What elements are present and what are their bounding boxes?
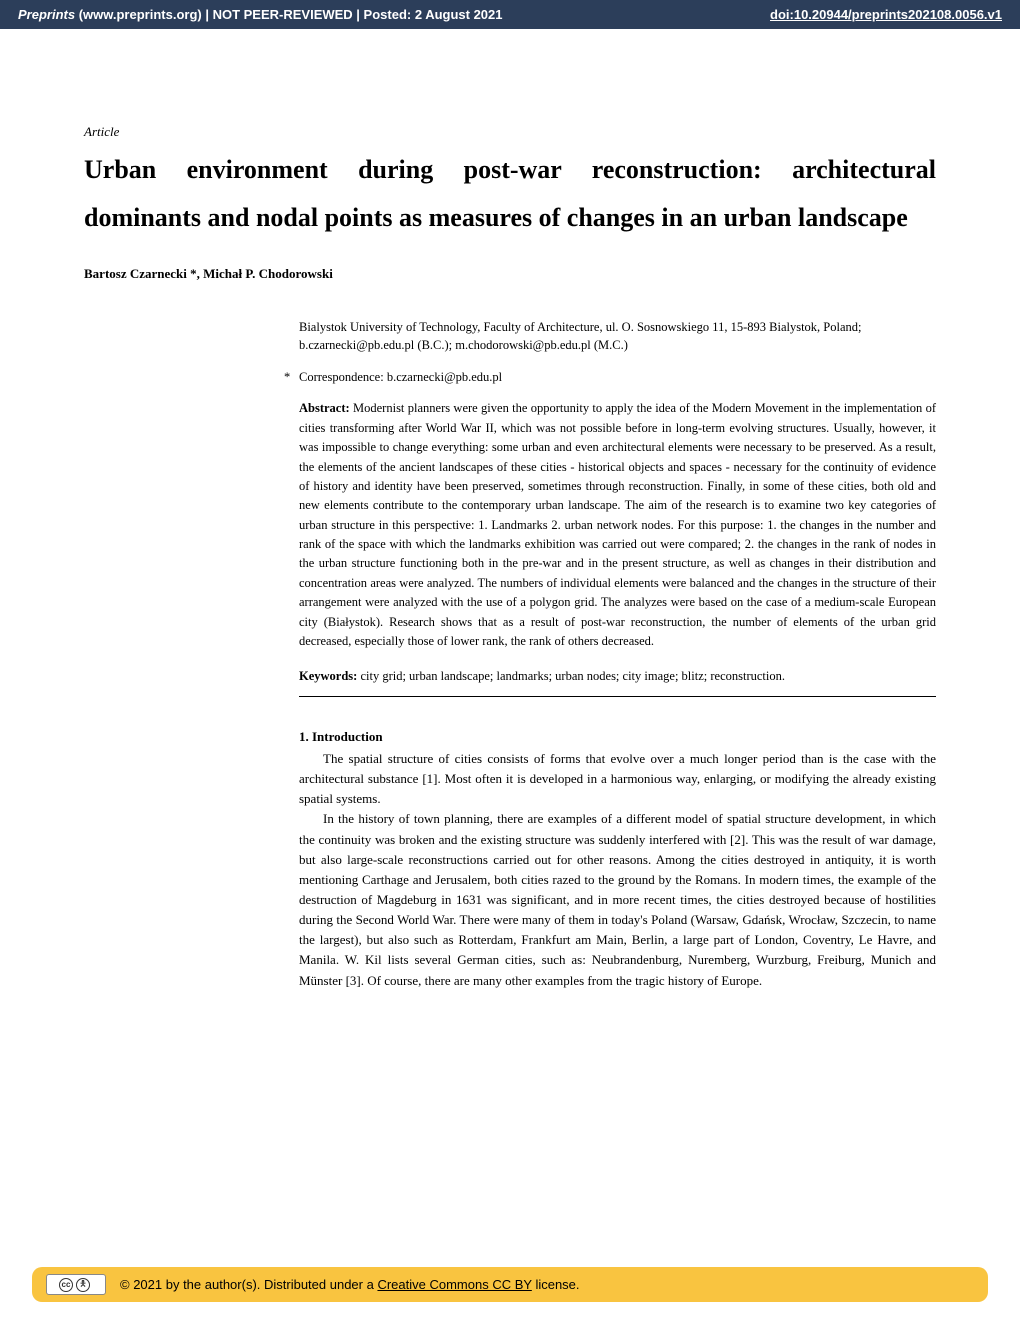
section-heading: 1. Introduction bbox=[299, 729, 936, 745]
by-icon: 🯅 bbox=[76, 1278, 90, 1292]
site-name: Preprints bbox=[18, 7, 75, 22]
cc-by-badge: cc 🯅 bbox=[46, 1274, 106, 1295]
correspondence-marker: * bbox=[284, 370, 299, 385]
article-content: Article Urban environment during post-wa… bbox=[0, 29, 1020, 991]
correspondence-line: *Correspondence: b.czarnecki@pb.edu.pl bbox=[284, 370, 936, 385]
copyright-suffix: license. bbox=[532, 1277, 580, 1292]
section-divider bbox=[299, 696, 936, 697]
header-meta: (www.preprints.org) | NOT PEER-REVIEWED … bbox=[75, 7, 502, 22]
license-footer-bar: cc 🯅 © 2021 by the author(s). Distribute… bbox=[32, 1267, 988, 1302]
correspondence-text: Correspondence: b.czarnecki@pb.edu.pl bbox=[299, 370, 502, 384]
abstract-label: Abstract: bbox=[299, 401, 350, 415]
footer-copyright-text: © 2021 by the author(s). Distributed und… bbox=[120, 1277, 580, 1292]
affiliation-block: Bialystok University of Technology, Facu… bbox=[299, 318, 936, 354]
keywords-text: city grid; urban landscape; landmarks; u… bbox=[357, 669, 785, 683]
affiliation-line: Bialystok University of Technology, Facu… bbox=[299, 318, 936, 336]
abstract-text: Modernist planners were given the opport… bbox=[299, 401, 936, 648]
cc-icon: cc bbox=[59, 1278, 73, 1292]
license-link[interactable]: Creative Commons CC BY bbox=[377, 1277, 531, 1292]
keywords-block: Keywords: city grid; urban landscape; la… bbox=[299, 667, 936, 686]
article-type-label: Article bbox=[84, 124, 936, 140]
header-left-text: Preprints (www.preprints.org) | NOT PEER… bbox=[18, 7, 503, 22]
article-title: Urban environment during post-war recons… bbox=[84, 146, 936, 242]
body-paragraph-1: The spatial structure of cities consists… bbox=[299, 749, 936, 809]
article-authors: Bartosz Czarnecki *, Michał P. Chodorows… bbox=[84, 266, 936, 282]
keywords-label: Keywords: bbox=[299, 669, 357, 683]
abstract-block: Abstract: Modernist planners were given … bbox=[299, 399, 936, 651]
affiliation-emails: b.czarnecki@pb.edu.pl (B.C.); m.chodorow… bbox=[299, 336, 936, 354]
preprint-header-bar: Preprints (www.preprints.org) | NOT PEER… bbox=[0, 0, 1020, 29]
body-paragraph-2: In the history of town planning, there a… bbox=[299, 809, 936, 990]
doi-link[interactable]: doi:10.20944/preprints202108.0056.v1 bbox=[770, 7, 1002, 22]
copyright-prefix: © 2021 by the author(s). Distributed und… bbox=[120, 1277, 377, 1292]
